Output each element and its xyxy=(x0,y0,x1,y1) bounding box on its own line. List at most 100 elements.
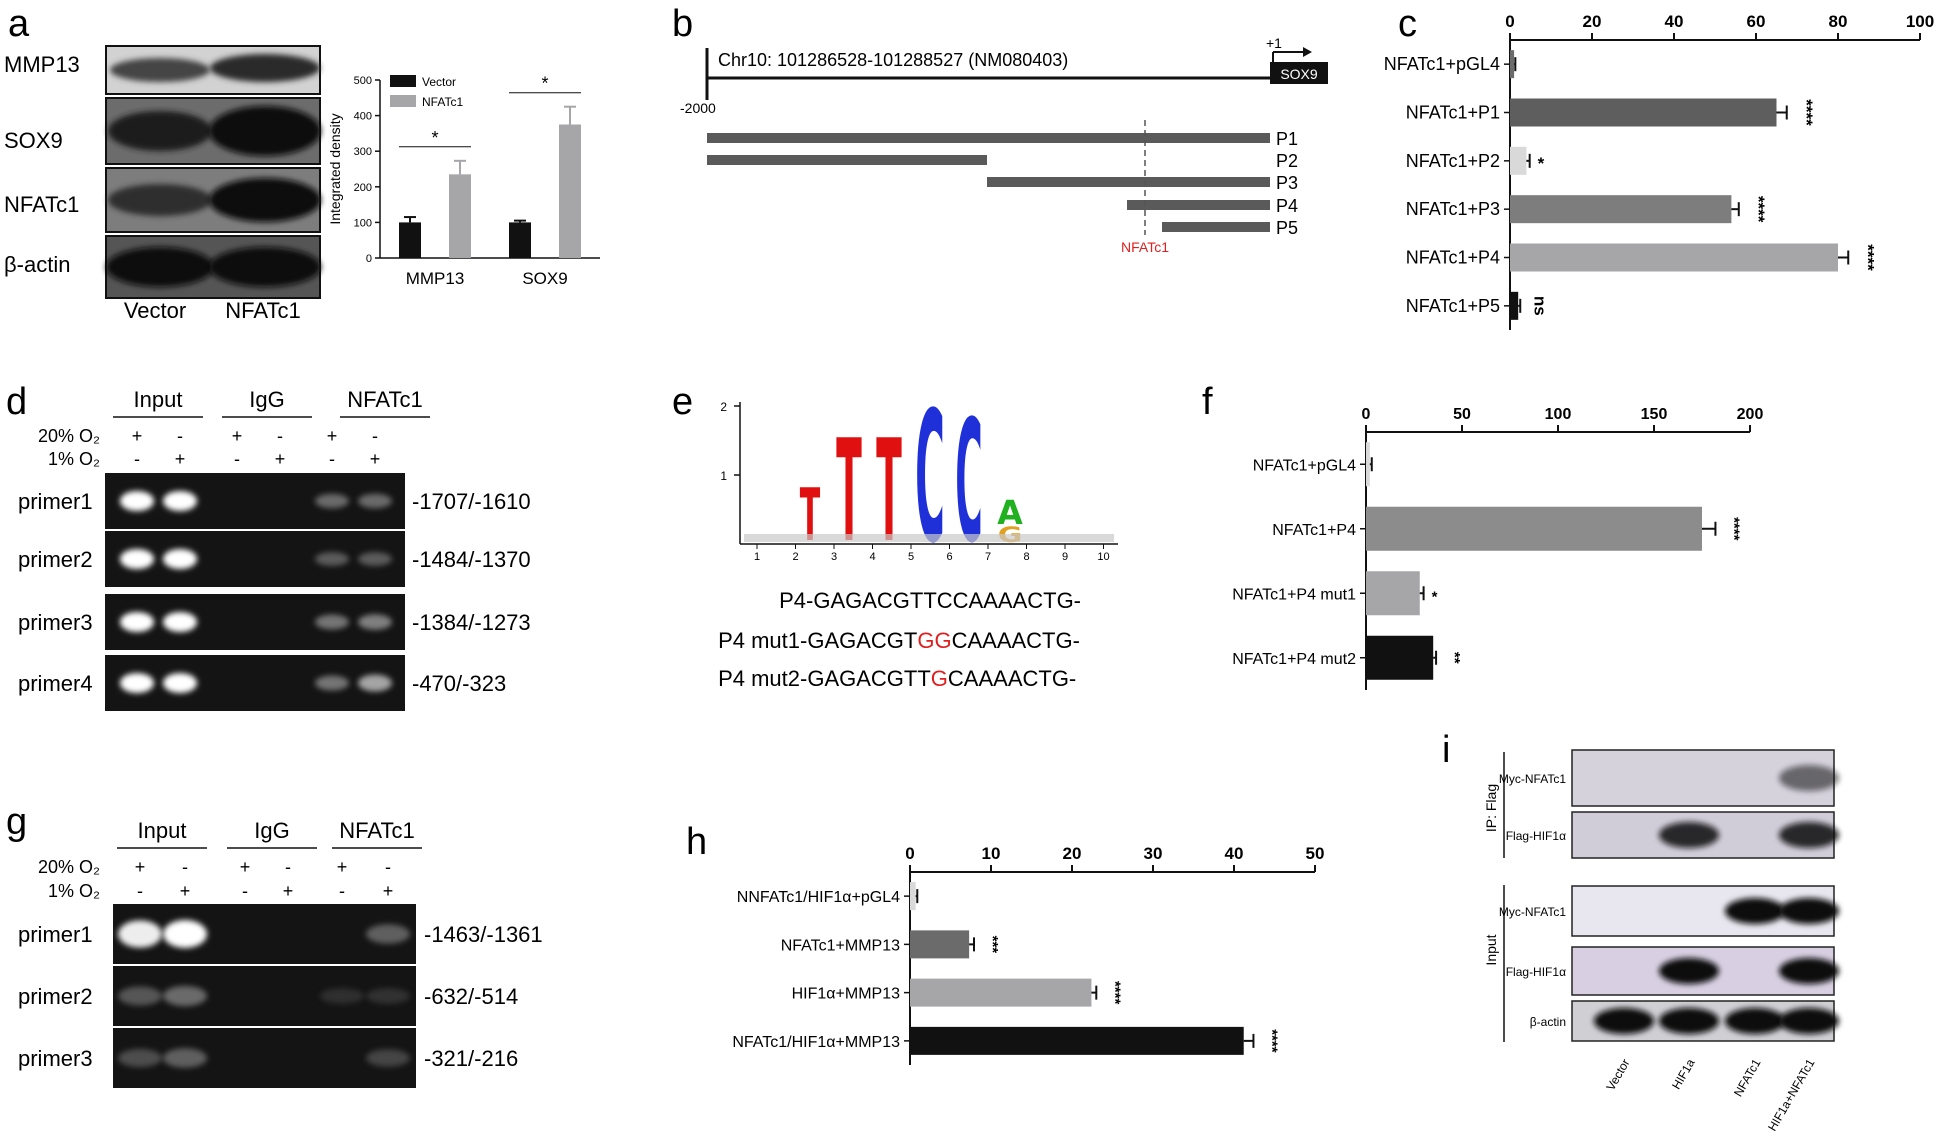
chartF-xtick-label: 200 xyxy=(1737,406,1764,423)
coip-row-label: Flag-HIF1α xyxy=(1506,829,1566,843)
sign-1: - xyxy=(329,449,335,469)
gel-band xyxy=(358,493,392,509)
panel-d: d Input IgG NFATc1 20% O₂ 1% O₂ + - - + + - - + + - - + p… xyxy=(6,381,531,711)
coip-lane-label: HIF1a+NFATc1 xyxy=(1765,1056,1818,1133)
gel-band xyxy=(366,924,410,944)
gel-band xyxy=(163,1048,207,1068)
coip-band xyxy=(1659,1008,1719,1034)
primer-range: -321/-216 xyxy=(424,1046,518,1071)
chartH-bar xyxy=(910,930,970,959)
chartC-xtick-label: 0 xyxy=(1505,12,1514,31)
gel-band xyxy=(118,920,162,948)
seq-name-p4-mut2: P4 mut2 xyxy=(718,666,800,691)
chartC-xtick-label: 100 xyxy=(1906,12,1934,31)
sign-20: - xyxy=(177,426,183,446)
chart-a-ytick-label: 200 xyxy=(354,182,372,194)
chartH-xtick-label: 20 xyxy=(1063,844,1082,863)
coip-band xyxy=(1779,822,1839,848)
chartC-bar xyxy=(1510,50,1515,79)
chartF-bar xyxy=(1366,571,1420,616)
bar-chart-h: 0 10 20 30 40 50 NNFATc1/HIF1α+pGL4 NFATc1+MMP1… xyxy=(732,844,1324,1065)
gel-band xyxy=(163,920,207,948)
chart-a-legend-label: Vector xyxy=(422,75,456,89)
chartC-bar xyxy=(1510,291,1519,320)
coip-band xyxy=(1779,958,1839,984)
coip-band xyxy=(1725,898,1785,924)
chart-a-ytick-label: 500 xyxy=(354,75,372,87)
coip-row-label: Myc-NFATc1 xyxy=(1499,772,1566,786)
chartH-category-label: HIF1α+MMP13 xyxy=(792,986,900,1003)
gel-band xyxy=(315,614,349,630)
sign-1: - xyxy=(134,449,140,469)
logo-letter-c-pos6: C xyxy=(915,373,945,583)
sign-1: - xyxy=(234,449,240,469)
logo-xtick-label: 8 xyxy=(1023,551,1029,563)
fragment-p3-bar xyxy=(987,177,1270,187)
fragment-p4-label: P4 xyxy=(1276,196,1298,216)
gel-band xyxy=(120,673,154,693)
tss-label: +1 xyxy=(1266,35,1282,51)
bar-chart-c: 0 20 40 60 80 100 NFATc1+pGL4 NFATc1+P1 **** NFAT… xyxy=(1384,12,1934,330)
sign-20: + xyxy=(240,857,251,877)
bar-chart-f: 0 50 100 150 200 NFATc1+pGL4 NFATc1+P4 **** NFAT… xyxy=(1232,406,1763,690)
logo-ytick-1: 1 xyxy=(720,469,727,483)
gel-band xyxy=(118,1048,162,1068)
panel-g: g Input IgG NFATc1 20% O₂ 1% O₂ + - - + + - - + + - - + p… xyxy=(6,801,543,1088)
gene-box xyxy=(1270,62,1328,84)
sign-20: + xyxy=(327,426,338,446)
panel-letter-c: c xyxy=(1398,3,1417,45)
gel-band xyxy=(120,549,154,569)
sign-1: + xyxy=(383,881,394,901)
chartC-category-label: NFATc1+P3 xyxy=(1406,199,1500,219)
chartF-xtick-label: 0 xyxy=(1362,406,1371,423)
chartC-bar xyxy=(1510,243,1838,272)
logo-xtick-label: 5 xyxy=(908,551,914,563)
fragment-p1-bar xyxy=(707,133,1270,143)
condition-label-1: 1% O₂ xyxy=(48,881,100,901)
chart-a-bar xyxy=(399,222,421,258)
logo-letter-a-pos8: A xyxy=(997,493,1023,532)
gel-band xyxy=(120,612,154,632)
primer-label: primer2 xyxy=(18,984,93,1009)
blot-label-mmp13: MMP13 xyxy=(4,52,80,77)
panel-letter-i: i xyxy=(1442,729,1450,771)
chart-a-ytick-label: 0 xyxy=(366,253,372,265)
panel-f: f 0 50 100 150 200 NFATc1+pGL4 NFATc1+P4 **** NF… xyxy=(1202,381,1763,690)
chartC-category-label: NFATc1+P2 xyxy=(1406,151,1500,171)
chart-a-legend-swatch xyxy=(390,75,416,87)
gel-band xyxy=(366,988,410,1004)
chartF-category-label: NFATc1+P4 mut2 xyxy=(1232,651,1356,668)
fragment-p5-bar xyxy=(1162,222,1270,232)
gel-band xyxy=(120,491,154,511)
logo-xtick-label: 10 xyxy=(1097,551,1109,563)
chartC-category-label: NFATc1+pGL4 xyxy=(1384,54,1500,74)
chartF-xtick-label: 100 xyxy=(1545,406,1572,423)
chrom-label: Chr10: 101286528-101288527 (NM080403) xyxy=(718,50,1068,70)
gel-band xyxy=(366,1049,410,1067)
chartF-category-label: NFATc1+pGL4 xyxy=(1253,457,1356,474)
chart-a-legend-label: NFATc1 xyxy=(422,95,463,109)
logo-xtick-label: 6 xyxy=(946,551,952,563)
seq-p4: -GAGACGTTCCAAAACTG- xyxy=(806,588,1081,613)
chart-a-ytick-label: 100 xyxy=(354,217,372,229)
coip-row-label: β-actin xyxy=(1530,1015,1566,1029)
chart-a-bar xyxy=(449,174,471,258)
sign-1: + xyxy=(275,449,286,469)
fragment-p4-bar xyxy=(1127,200,1270,210)
gel-band xyxy=(358,552,392,566)
panel-letter-g: g xyxy=(6,801,27,843)
primer-range: -1384/-1273 xyxy=(412,610,531,635)
primer-range: -1484/-1370 xyxy=(412,547,531,572)
logo-xtick-label: 3 xyxy=(831,551,837,563)
panel-a: a MMP13 SOX9 NFATc1 β-actin Vector NFATc… xyxy=(4,3,600,323)
fragment-p1-label: P1 xyxy=(1276,129,1298,149)
gel-band xyxy=(315,493,349,509)
panel-letter-e: e xyxy=(672,381,693,423)
chartH-bar xyxy=(910,1026,1244,1055)
chartH-category-label: NFATc1+MMP13 xyxy=(781,937,900,954)
seq-name-p4-mut1: P4 mut1 xyxy=(718,628,800,653)
logo-xtick-label: 4 xyxy=(869,551,875,563)
